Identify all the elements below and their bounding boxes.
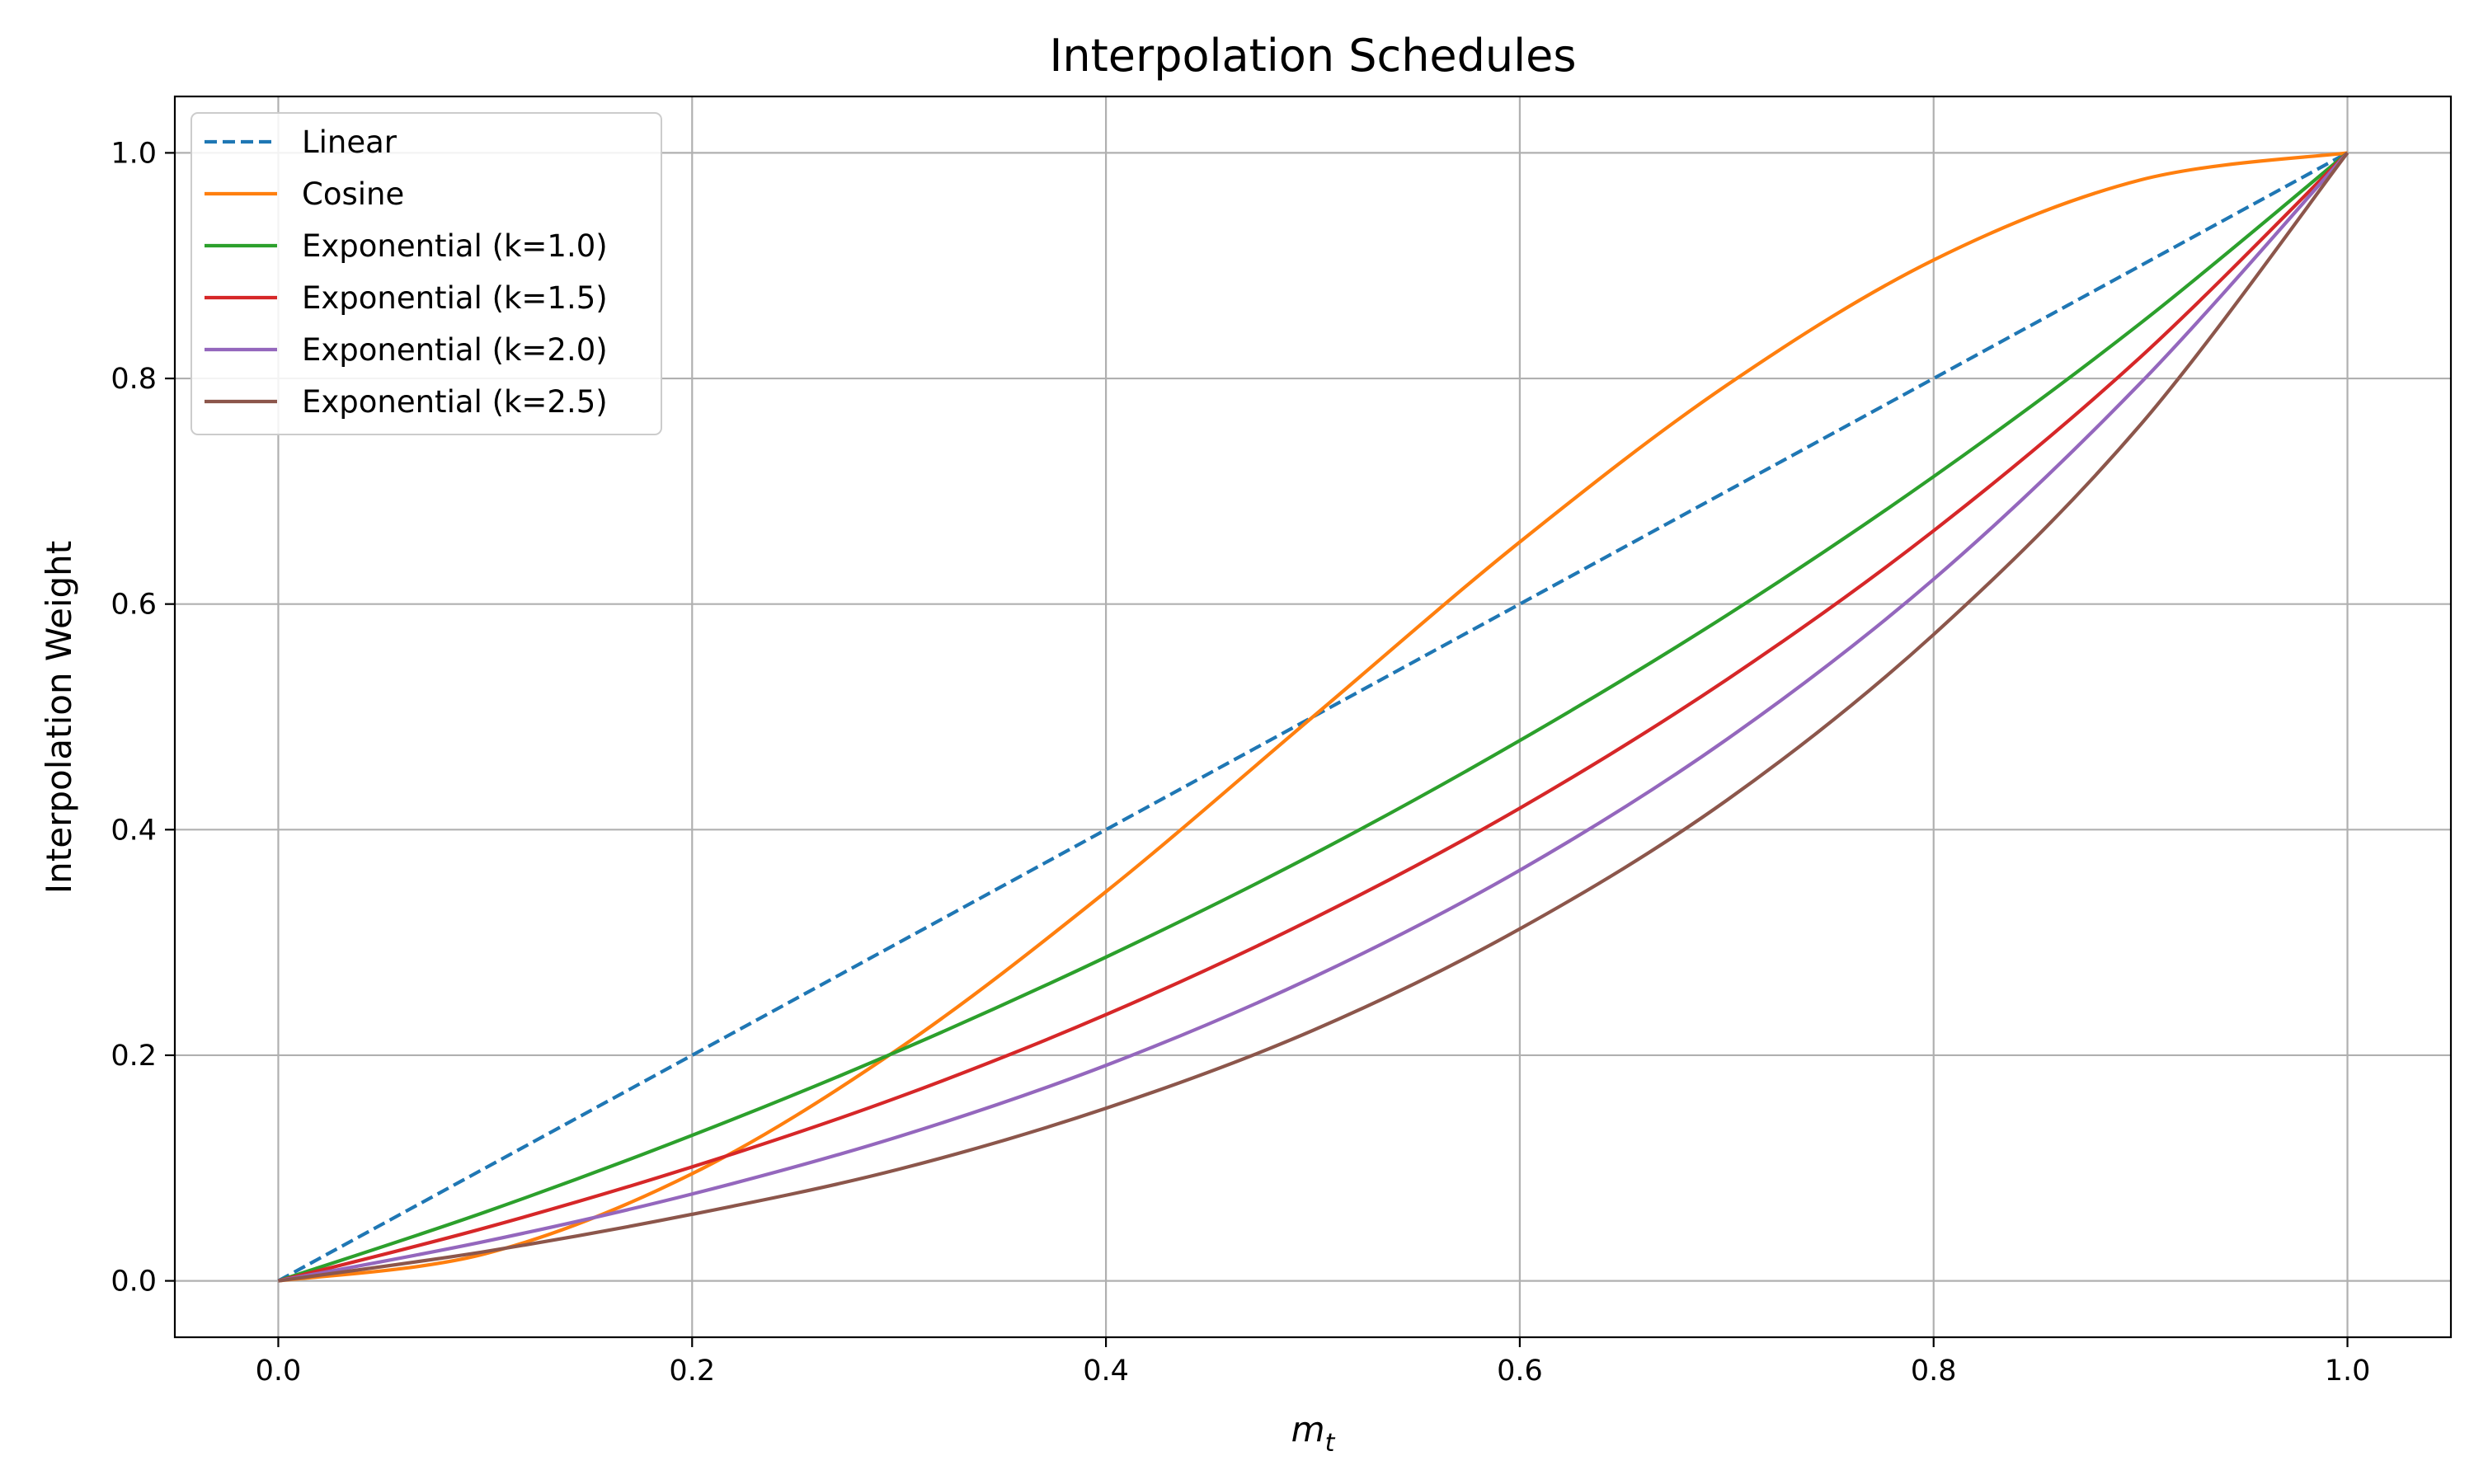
x-tick-label: 0.6: [1497, 1355, 1543, 1388]
gridlines: [175, 96, 2451, 1337]
series-line-cosine: [278, 151, 2348, 1283]
y-tick-label: 0.6: [111, 589, 157, 622]
legend: Linear Cosine Exponential (k=1.0) Exponenti…: [190, 112, 662, 435]
y-axis-ticks: 0.0 0.2 0.4 0.6 0.8 1.0: [111, 137, 175, 1298]
y-tick-label: 0.8: [111, 363, 157, 396]
chart-title: Interpolation Schedules: [1049, 30, 1576, 82]
x-tick-label: 0.8: [1911, 1355, 1957, 1388]
y-tick-label: 0.4: [111, 814, 157, 847]
legend-label-linear: Linear: [302, 124, 397, 160]
x-tick-label: 0.0: [256, 1355, 302, 1388]
series-line-exponential-k-2-0: [278, 152, 2349, 1283]
y-tick-label: 0.0: [111, 1266, 157, 1298]
x-axis-label-sub: t: [1325, 1429, 1336, 1458]
series-line-exponential-k-2-5: [278, 152, 2349, 1283]
legend-label-cosine: Cosine: [302, 176, 404, 212]
legend-box: [190, 112, 662, 435]
legend-label-exponential-k-1-0: Exponential (k=1.0): [302, 228, 608, 264]
x-axis-label-main: m: [1291, 1409, 1325, 1449]
series-lines: [277, 151, 2349, 1283]
x-tick-label: 0.4: [1083, 1355, 1129, 1388]
x-axis-label: mt: [1291, 1409, 1336, 1458]
legend-label-exponential-k-1-5: Exponential (k=1.5): [302, 280, 608, 316]
y-axis-label: Interpolation Weight: [39, 541, 79, 894]
y-tick-label: 1.0: [111, 137, 157, 170]
x-tick-label: 1.0: [2325, 1355, 2371, 1388]
legend-items: Linear Cosine Exponential (k=1.0) Exponenti…: [205, 124, 608, 420]
x-tick-label: 0.2: [669, 1355, 715, 1388]
series-line-exponential-k-1-0: [277, 151, 2349, 1283]
x-axis-ticks: 0.0 0.2 0.4 0.6 0.8 1.0: [256, 1337, 2371, 1388]
legend-label-exponential-k-2-0: Exponential (k=2.0): [302, 332, 608, 368]
series-line-exponential-k-1-5: [277, 151, 2349, 1283]
plot-frame: [173, 95, 2453, 1339]
y-tick-label: 0.2: [111, 1040, 157, 1073]
legend-label-exponential-k-2-5: Exponential (k=2.5): [302, 384, 608, 420]
